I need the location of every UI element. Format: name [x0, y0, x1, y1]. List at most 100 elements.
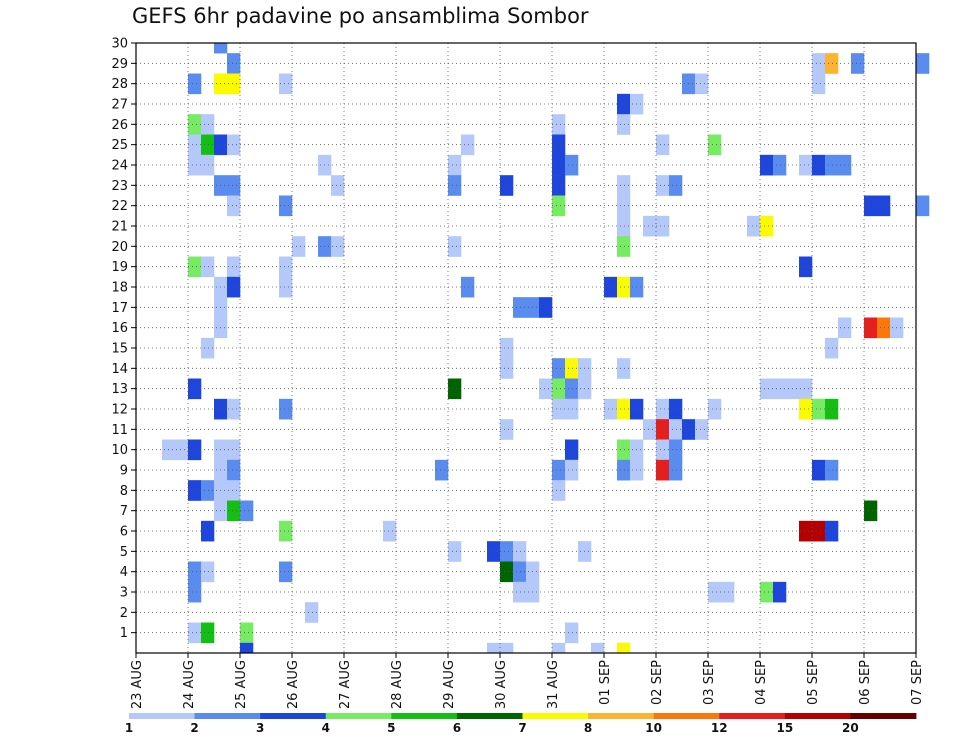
y-tick-label: 26 — [111, 118, 128, 133]
x-tick-label: 01 SEP — [598, 660, 613, 705]
heatmap-cell — [656, 215, 670, 237]
heatmap-cell — [227, 195, 241, 217]
heatmap-cell — [279, 398, 293, 420]
heatmap-cell — [305, 602, 319, 623]
heatmap-cell — [812, 398, 826, 420]
y-tick-label: 12 — [111, 403, 128, 418]
x-tick-label: 04 SEP — [754, 660, 769, 705]
heatmap-cell — [500, 175, 514, 196]
heatmap-cell — [201, 337, 215, 359]
cells-layer — [162, 43, 930, 654]
x-tick-label: 31 AUG — [546, 660, 561, 709]
heatmap-cell — [487, 642, 501, 654]
heatmap-cell — [188, 561, 202, 583]
heatmap-cell — [188, 480, 202, 501]
colorbar-label: 20 — [842, 721, 859, 735]
heatmap-cell — [760, 154, 774, 176]
heatmap-cell — [851, 53, 865, 74]
heatmap-cell — [591, 642, 605, 654]
colorbar-segment — [719, 713, 786, 719]
heatmap-cell — [864, 500, 878, 522]
y-tick-label: 2 — [120, 606, 128, 621]
heatmap-cell — [513, 297, 527, 318]
y-tick-label: 29 — [111, 57, 128, 72]
heatmap-cell — [773, 378, 787, 400]
heatmap-cell — [708, 134, 722, 156]
heatmap-cell — [227, 134, 241, 156]
x-tick-label: 24 AUG — [182, 660, 197, 709]
heatmap-cell — [708, 398, 722, 420]
heatmap-cell — [656, 459, 670, 481]
heatmap-cell — [656, 398, 670, 420]
heatmap-cell — [552, 480, 566, 501]
y-tick-label: 30 — [111, 37, 128, 52]
heatmap-cell — [201, 134, 215, 156]
colorbar-label: 7 — [518, 721, 527, 735]
y-tick-label: 5 — [120, 545, 128, 560]
x-axis: 23 AUG 24 AUG 25 AUG 26 AUG 27 AUG 28 AUG 29 A… — [130, 653, 925, 709]
heatmap-cell — [201, 114, 215, 135]
heatmap-cell — [812, 520, 826, 542]
heatmap-cell — [279, 276, 293, 298]
x-tick-label: 29 AUG — [442, 660, 457, 709]
x-tick-label: 03 SEP — [702, 660, 717, 705]
heatmap-cell — [825, 459, 839, 481]
heatmap-cell — [604, 398, 618, 420]
heatmap-cell — [201, 520, 215, 542]
heatmap-cell — [760, 378, 774, 400]
colorbar-segment — [456, 713, 523, 719]
heatmap-cell — [448, 154, 462, 176]
heatmap-cell — [617, 398, 631, 420]
heatmap-cell — [461, 276, 475, 298]
heatmap-cell — [604, 276, 618, 298]
heatmap-cell — [331, 175, 345, 196]
heatmap-cell — [825, 398, 839, 420]
heatmap-cell — [773, 581, 787, 603]
heatmap-cell — [708, 581, 722, 603]
heatmap-cell — [188, 581, 202, 603]
heatmap-cell — [240, 642, 254, 654]
colorbar-segment — [784, 713, 851, 719]
x-tick-label: 23 AUG — [130, 660, 145, 709]
heatmap-cell — [188, 622, 202, 644]
colorbar-segment — [522, 713, 589, 719]
heatmap-cell — [240, 622, 254, 644]
heatmap-cell — [552, 358, 566, 379]
heatmap-cell — [383, 520, 397, 542]
heatmap-cell — [565, 378, 579, 400]
heatmap-cell — [279, 256, 293, 278]
colorbar-label: 10 — [645, 721, 663, 735]
heatmap-cell — [175, 439, 189, 461]
y-tick-label: 9 — [120, 464, 128, 479]
colorbar-segment — [588, 713, 655, 719]
heatmap-cell — [487, 541, 501, 562]
heatmap-cell — [201, 480, 215, 501]
heatmap-cell — [617, 276, 631, 298]
heatmap-cell — [864, 195, 878, 217]
heatmap-cell — [656, 134, 670, 156]
heatmap-cell — [227, 398, 241, 420]
heatmap-cell — [721, 581, 735, 603]
heatmap-cell — [539, 378, 553, 400]
y-tick-label: 21 — [111, 220, 128, 235]
heatmap-cell — [669, 459, 683, 481]
heatmap-cell — [188, 256, 202, 278]
heatmap-cell — [877, 317, 891, 339]
colorbar-segment — [325, 713, 392, 719]
heatmap-cell — [500, 358, 514, 379]
heatmap-cell — [565, 154, 579, 176]
heatmap-cell — [565, 358, 579, 379]
heatmap-cell — [552, 175, 566, 196]
heatmap-cell — [500, 642, 514, 654]
x-tick-label: 27 AUG — [338, 660, 353, 709]
heatmap-cell — [552, 459, 566, 481]
heatmap-cell — [552, 114, 566, 135]
heatmap-cell — [617, 358, 631, 379]
heatmap-cell — [292, 236, 306, 257]
y-axis: 1234567891011121314151617181920212223242… — [111, 37, 136, 641]
heatmap-cell — [552, 642, 566, 654]
heatmap-cell — [227, 256, 241, 278]
heatmap-cell — [695, 73, 709, 95]
heatmap-cell — [812, 459, 826, 481]
